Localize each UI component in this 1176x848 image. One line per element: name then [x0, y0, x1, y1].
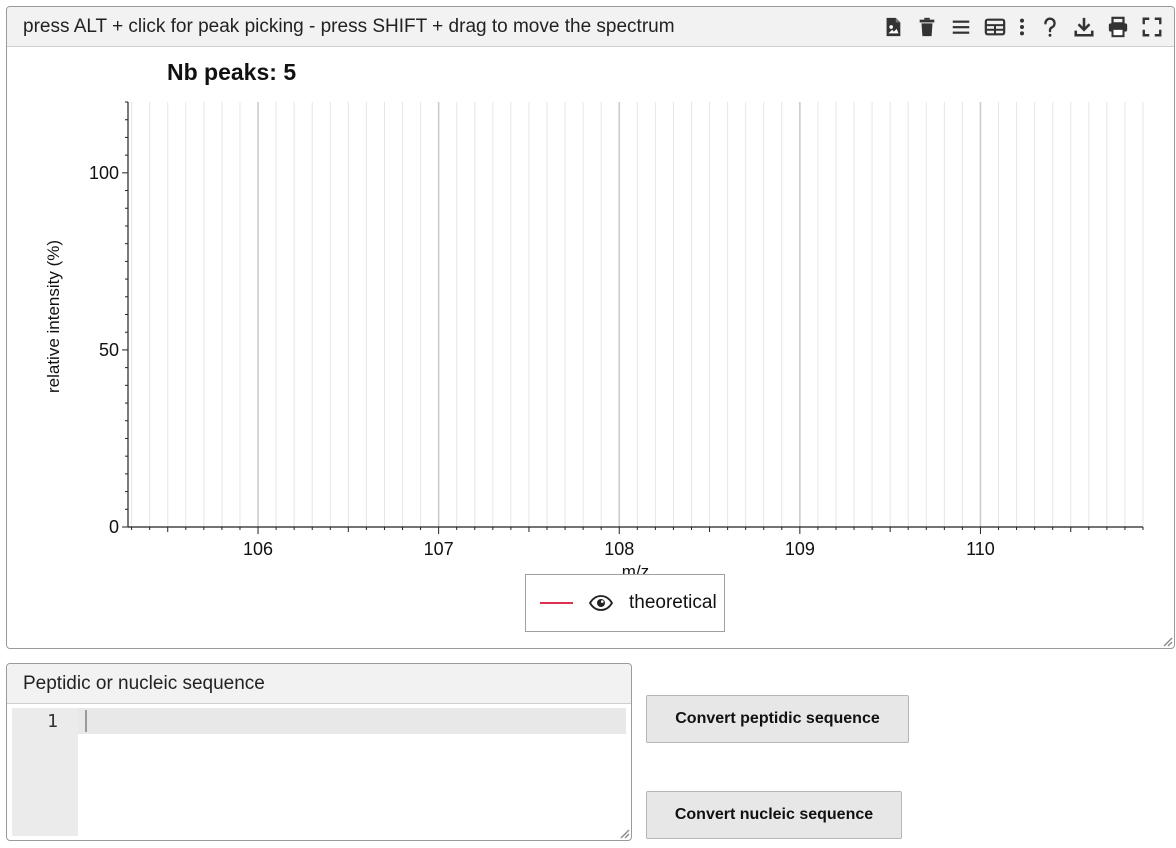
x-tick-label: 108 [604, 539, 634, 559]
legend-series-line [540, 602, 573, 604]
y-tick-label: 0 [109, 517, 119, 537]
spectrum-panel: press ALT + click for peak picking - pre… [6, 6, 1175, 649]
trash-icon[interactable] [914, 14, 939, 39]
spectrum-panel-header: press ALT + click for peak picking - pre… [7, 7, 1174, 47]
convert-peptidic-button[interactable]: Convert peptidic sequence [646, 695, 909, 743]
y-tick-label: 100 [89, 163, 119, 183]
chart-title: Nb peaks: 5 [167, 59, 296, 85]
spectrum-chart[interactable]: 0 50 100 106 107 108 109 110 m/z relative intensi… [7, 47, 1174, 648]
export-image-icon[interactable] [880, 14, 905, 39]
x-tick-label: 106 [243, 539, 273, 559]
list-icon[interactable] [948, 14, 973, 39]
x-tick-label: 107 [424, 539, 454, 559]
download-icon[interactable] [1071, 14, 1096, 39]
resize-handle-icon[interactable] [1161, 635, 1173, 647]
x-tick-label: 109 [785, 539, 815, 559]
y-axis-label: relative intensity (%) [44, 240, 63, 393]
chart-legend[interactable]: theoretical [525, 574, 725, 632]
sequence-panel: Peptidic or nucleic sequence 1 [6, 663, 632, 841]
eye-icon[interactable] [589, 594, 613, 612]
table-icon[interactable] [982, 14, 1007, 39]
more-vertical-icon[interactable] [1016, 14, 1028, 39]
legend-label: theoretical [629, 592, 717, 613]
editor-gutter: 1 [12, 708, 78, 836]
sequence-editor[interactable]: 1 [12, 708, 626, 836]
line-number: 1 [47, 711, 58, 732]
convert-nucleic-button[interactable]: Convert nucleic sequence [646, 791, 902, 839]
sequence-panel-title: Peptidic or nucleic sequence [7, 664, 631, 704]
spectrum-instructions: press ALT + click for peak picking - pre… [23, 15, 675, 37]
editor-active-line[interactable] [78, 708, 626, 734]
x-tick-label: 110 [966, 539, 995, 559]
fullscreen-icon[interactable] [1139, 14, 1164, 39]
y-tick-label: 50 [99, 340, 119, 360]
text-cursor [85, 710, 87, 732]
spectrum-toolbar [880, 14, 1174, 39]
help-icon[interactable] [1037, 14, 1062, 39]
print-icon[interactable] [1105, 14, 1130, 39]
resize-handle-icon[interactable] [618, 827, 630, 839]
